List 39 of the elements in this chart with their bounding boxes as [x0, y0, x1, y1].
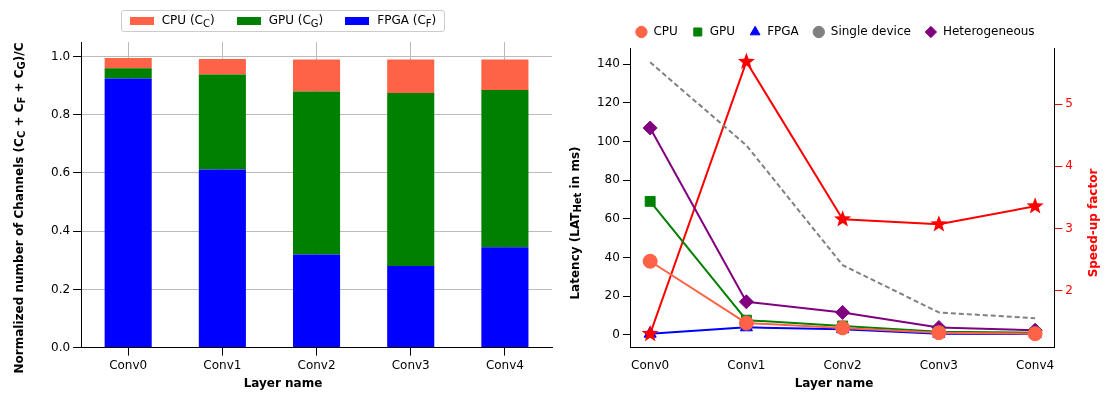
- x-tick-label: Conv4: [485, 357, 524, 372]
- y-tick-label: 80: [604, 172, 620, 187]
- y-tick-label: 120: [597, 94, 620, 109]
- x-tick-label: Conv0: [109, 357, 148, 372]
- x-axis-title: Layer name: [242, 376, 324, 390]
- x-tick-label: Conv4: [1016, 357, 1055, 372]
- y-tick-label: 60: [604, 210, 620, 225]
- y2-tick-label: 5: [1065, 96, 1074, 111]
- y-tick-label: 1.0: [50, 48, 71, 63]
- x-axis-title: Layer name: [793, 376, 875, 390]
- x-tick-label: Conv1: [203, 357, 242, 372]
- y-tick-label: 0: [612, 326, 620, 341]
- y2-tick-label: 4: [1065, 158, 1074, 173]
- legend-label: FPGA (C$_{F}$): [377, 13, 437, 30]
- y-tick-label: 0.2: [50, 281, 71, 296]
- legend-label: GPU (C$_{G}$): [268, 13, 324, 30]
- legend-label: CPU (C$_{C}$): [161, 13, 215, 30]
- y-tick-label: 0.0: [50, 339, 71, 354]
- y-tick-label: 0.4: [50, 223, 71, 238]
- y-tick-label: 100: [597, 133, 620, 148]
- x-tick-label: Conv2: [823, 357, 862, 372]
- y-tick-label: 140: [597, 56, 620, 71]
- y2-tick-label: 3: [1065, 220, 1074, 235]
- legend-label: CPU: [653, 24, 678, 39]
- y2-tick-label: 2: [1065, 283, 1074, 298]
- y-tick-label: 20: [604, 288, 620, 303]
- y-tick-label: 40: [604, 249, 620, 264]
- x-tick-label: Conv1: [727, 357, 766, 372]
- legend-label: Heterogeneous: [942, 24, 1035, 39]
- x-tick-label: Conv3: [391, 357, 430, 372]
- y2-axis-title: Speed-up factor: [1086, 168, 1100, 278]
- legend-label: GPU: [709, 24, 736, 39]
- y-tick-label: 0.8: [50, 106, 71, 121]
- legend-label: Single device: [830, 24, 911, 39]
- x-tick-label: Conv3: [919, 357, 958, 372]
- x-tick-label: Conv0: [631, 357, 670, 372]
- x-tick-label: Conv2: [297, 357, 336, 372]
- y-tick-label: 0.6: [50, 165, 71, 180]
- legend-label: FPGA: [767, 24, 800, 39]
